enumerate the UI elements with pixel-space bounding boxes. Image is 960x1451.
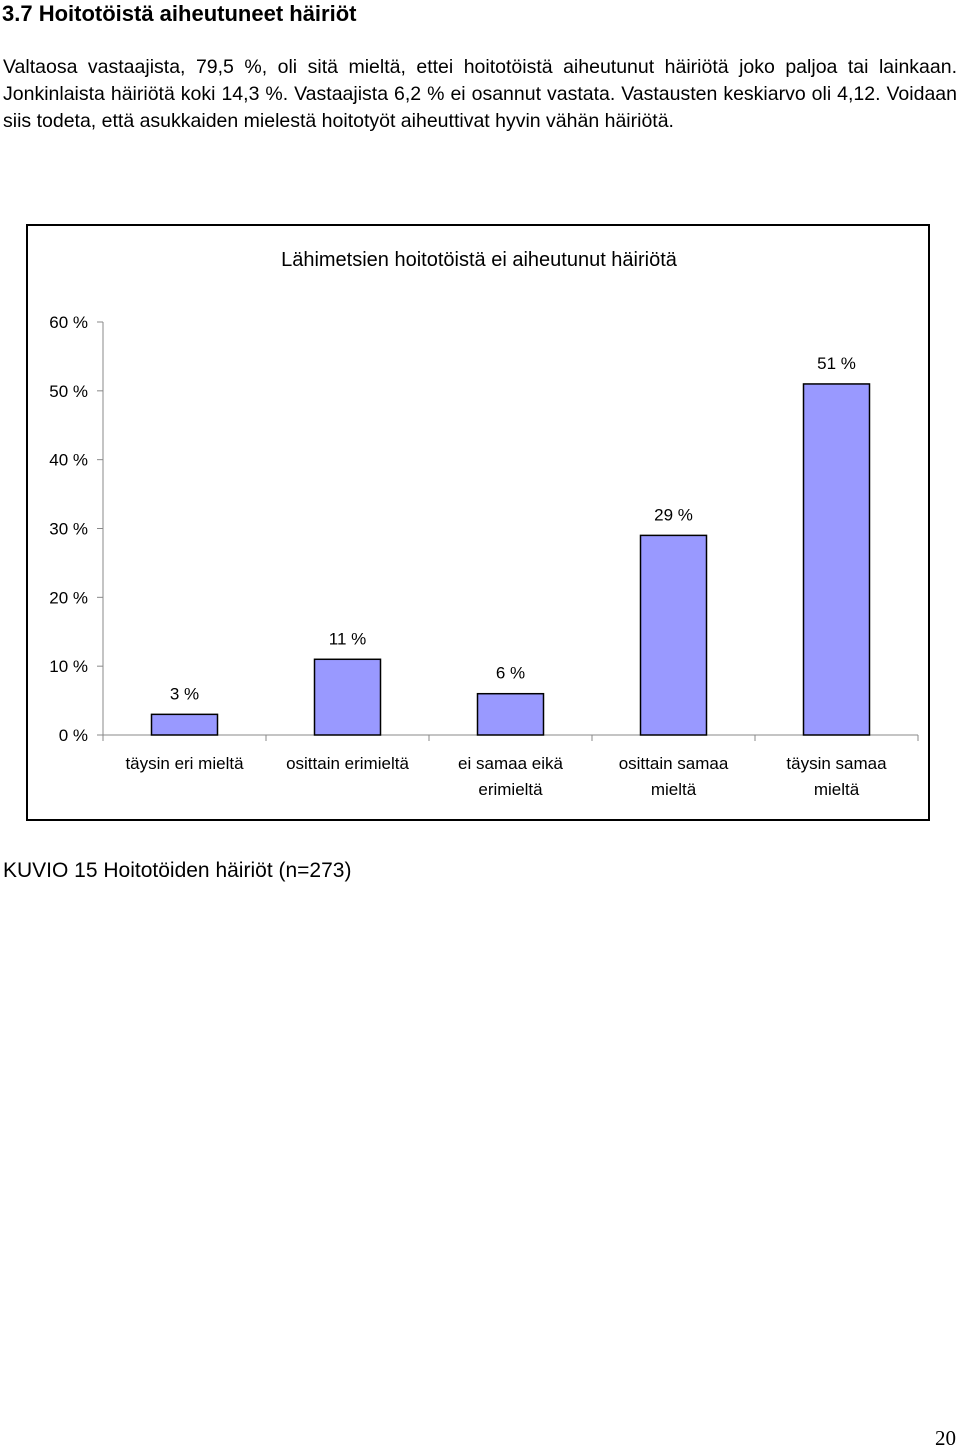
y-tick-label: 10 % (49, 657, 88, 676)
bar (639, 534, 708, 736)
bar (313, 658, 382, 736)
category-label: osittain erimieltä (286, 754, 409, 773)
category-label: mieltä (651, 780, 697, 799)
y-tick-label: 60 % (49, 313, 88, 332)
body-paragraph: Valtaosa vastaajista, 79,5 %, oli sitä m… (3, 56, 957, 132)
y-tick-label: 0 % (59, 726, 88, 745)
bar-value-label: 51 % (817, 354, 856, 373)
y-tick-label: 50 % (49, 382, 88, 401)
bar-value-label: 3 % (170, 684, 199, 703)
bar (802, 383, 871, 736)
category-label: erimieltä (478, 780, 543, 799)
chart-frame (26, 224, 930, 821)
bar-value-label: 6 % (496, 664, 525, 683)
y-axis: 0 % 10 % 20 % 30 % 40 % 50 % 60 % (49, 313, 104, 745)
y-tick-label: 40 % (49, 451, 88, 470)
bar-value-label: 29 % (654, 505, 693, 524)
category-label: täysin eri mieltä (125, 754, 244, 773)
value-labels-group: 3 % 11 % 6 % 29 % 51 % (170, 354, 856, 703)
category-labels-group: täysin eri mieltä osittain erimieltä ei sa… (125, 754, 887, 799)
chart-title: Lähimetsien hoitotöistä ei aiheutunut hä… (281, 249, 678, 271)
page-number: 20 (935, 1426, 956, 1450)
bar (150, 713, 219, 736)
y-tick-label: 30 % (49, 520, 88, 539)
category-label: täysin samaa (786, 754, 887, 773)
y-tick-label: 20 % (49, 588, 88, 607)
section-heading: 3.7 Hoitotöistä aiheutuneet häiriöt (2, 1, 357, 26)
category-label: mieltä (814, 780, 860, 799)
category-label: osittain samaa (619, 754, 729, 773)
bars-group (150, 383, 871, 736)
figure-caption: KUVIO 15 Hoitotöiden häiriöt (n=273) (3, 859, 352, 882)
bar (476, 692, 545, 736)
bar-value-label: 11 % (329, 629, 367, 648)
x-axis (102, 734, 919, 741)
category-label: ei samaa eikä (458, 754, 563, 773)
